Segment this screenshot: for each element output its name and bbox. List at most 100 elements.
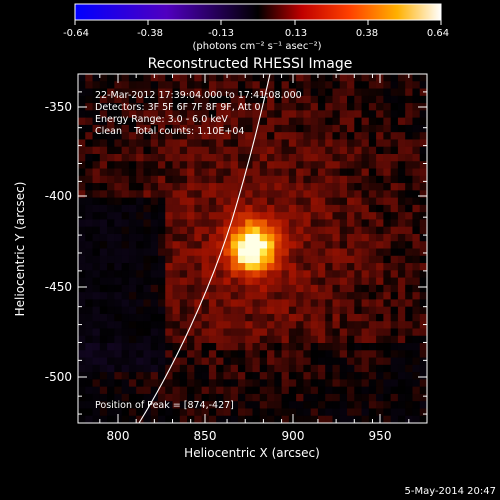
image-pixel [121,364,130,373]
image-pixel [376,401,384,409]
image-pixel [194,88,202,97]
image-pixel [78,313,86,322]
image-pixel [78,401,86,409]
image-pixel [310,197,319,206]
image-pixel [339,328,348,337]
image-pixel [107,343,115,351]
image-pixel [78,393,86,402]
image-pixel [281,299,290,308]
image-pixel [347,306,355,315]
image-pixel [361,401,370,409]
image-pixel [296,415,304,423]
image-pixel [187,175,195,184]
image-pixel [187,226,195,235]
image-pixel [92,335,101,344]
image-pixel [78,190,86,198]
image-pixel [92,146,101,155]
image-pixel [136,233,144,242]
image-pixel [412,88,421,97]
image-pixel [107,95,115,104]
image-pixel [223,372,232,380]
image-pixel [245,124,253,133]
image-pixel [223,343,232,351]
image-pixel [317,248,326,257]
image-pixel [405,277,413,286]
image-pixel [288,335,297,344]
image-pixel [230,175,239,184]
image-pixel [150,175,159,184]
image-pixel [325,284,333,293]
image-pixel [376,132,384,140]
image-pixel [114,328,123,337]
image-pixel [245,110,253,119]
image-pixel [172,306,181,315]
image-pixel [136,117,144,126]
image-pixel [245,255,253,264]
image-pixel [136,153,144,162]
image-pixel [252,299,261,308]
image-pixel [412,328,421,337]
image-pixel [136,335,144,344]
image-pixel [187,168,195,177]
image-pixel [92,226,101,235]
image-pixel [310,379,319,388]
image-pixel [405,175,413,184]
image-pixel [237,372,246,380]
image-pixel [114,364,123,373]
image-pixel [99,81,108,89]
image-pixel [245,343,253,351]
image-pixel [332,306,341,315]
image-pixel [136,415,144,423]
image-pixel [419,401,427,409]
image-pixel [107,328,115,337]
image-pixel [179,335,188,344]
image-pixel [201,255,210,264]
image-pixel [310,117,319,126]
image-pixel [85,386,93,395]
image-pixel [376,146,384,155]
image-pixel [201,146,210,155]
image-pixel [259,153,268,162]
image-pixel [259,117,268,126]
image-pixel [208,263,217,271]
image-pixel [107,146,115,155]
image-pixel [216,74,224,82]
image-pixel [121,255,130,264]
image-pixel [361,357,370,366]
image-pixel [230,183,239,191]
image-pixel [92,74,101,82]
image-pixel [128,255,137,264]
image-pixel [288,321,297,329]
image-pixel [99,74,108,82]
image-pixel [165,212,173,220]
image-pixel [85,284,93,293]
image-pixel [230,74,239,82]
image-pixel [274,95,282,104]
image-pixel [194,226,202,235]
image-pixel [419,153,427,162]
image-pixel [267,270,275,278]
image-pixel [136,357,144,366]
image-pixel [339,321,348,329]
image-pixel [288,255,297,264]
image-pixel [99,277,108,286]
image-pixel [172,255,181,264]
image-pixel [383,81,392,89]
image-pixel [143,415,152,423]
image-pixel [157,372,166,380]
image-pixel [114,248,123,257]
image-pixel [223,117,232,126]
image-pixel [281,168,290,177]
image-pixel [267,168,275,177]
image-pixel [128,306,137,315]
image-pixel [230,306,239,315]
image-pixel [245,299,253,308]
image-pixel [267,132,275,140]
image-pixel [405,146,413,155]
image-pixel [274,372,282,380]
image-pixel [354,226,362,235]
image-pixel [317,408,326,417]
image-pixel [208,175,217,184]
image-pixel [245,277,253,286]
image-pixel [194,146,202,155]
